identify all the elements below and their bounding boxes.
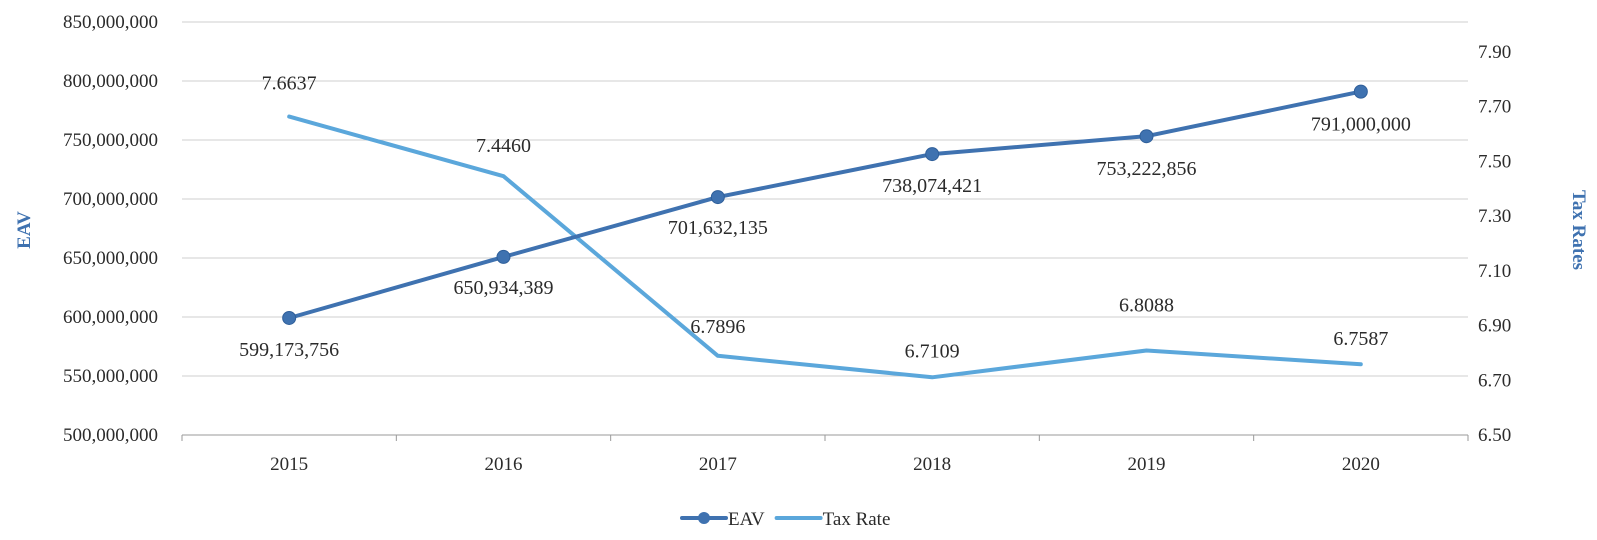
- right-tick-label: 7.70: [1478, 97, 1511, 118]
- left-tick-label: 650,000,000: [63, 248, 158, 269]
- eav-point: [1353, 84, 1368, 99]
- eav-point: [1139, 129, 1154, 144]
- left-axis-title: EAV: [14, 211, 35, 249]
- right-tick-label: 7.50: [1478, 151, 1511, 172]
- tax-rate-data-label: 6.7587: [1333, 328, 1388, 350]
- x-tick-label: 2019: [1128, 454, 1166, 475]
- x-tick-label: 2017: [699, 454, 737, 475]
- eav-data-label: 753,222,856: [1097, 158, 1197, 180]
- tax-rate-legend-label: Tax Rate: [823, 509, 891, 530]
- eav-data-label: 650,934,389: [454, 277, 554, 299]
- left-axis-ticks: 500,000,000 550,000,000 600,000,000 650,000…: [63, 12, 158, 446]
- x-tick-label: 2018: [913, 454, 951, 475]
- tax-rate-data-label: 7.6637: [262, 73, 317, 95]
- eav-data-label: 791,000,000: [1311, 114, 1411, 136]
- eav-point: [925, 147, 940, 162]
- x-tick-label: 2020: [1342, 454, 1380, 475]
- left-tick-label: 750,000,000: [63, 130, 158, 151]
- tax-rate-data-label: 6.7109: [905, 340, 960, 362]
- right-axis-ticks: 6.50 6.70 6.90 7.10 7.30 7.50 7.70 7.90: [1478, 42, 1511, 446]
- eav-point: [282, 310, 297, 325]
- eav-data-label: 738,074,421: [882, 175, 982, 197]
- gridlines: [182, 21, 1468, 377]
- x-tick-label: 2016: [485, 454, 523, 475]
- left-tick-label: 850,000,000: [63, 12, 158, 33]
- left-tick-label: 500,000,000: [63, 425, 158, 446]
- right-axis-title: Tax Rates: [1568, 190, 1589, 270]
- eav-data-label: 599,173,756: [239, 339, 339, 361]
- eav-legend-marker: [698, 512, 710, 524]
- eav-line: [287, 89, 1363, 320]
- eav-legend-label: EAV: [728, 509, 765, 530]
- tax-rate-line: [287, 114, 1363, 380]
- tax-rate-data-label: 6.7896: [690, 316, 745, 338]
- eav-point: [710, 190, 725, 205]
- legend: EAV Tax Rate: [680, 509, 891, 530]
- right-tick-label: 6.70: [1478, 370, 1511, 391]
- left-tick-label: 700,000,000: [63, 189, 158, 210]
- right-tick-label: 7.30: [1478, 206, 1511, 227]
- x-axis-ticks: 2015 2016 2017 2018 2019 2020: [270, 454, 1380, 475]
- series-layer: [282, 84, 1368, 380]
- tax-rate-data-label: 6.8088: [1119, 295, 1174, 317]
- left-tick-label: 800,000,000: [63, 71, 158, 92]
- x-tick-label: 2015: [270, 454, 308, 475]
- eav-point: [496, 249, 511, 264]
- right-tick-label: 7.90: [1478, 42, 1511, 63]
- eav-data-label: 701,632,135: [668, 217, 768, 239]
- right-tick-label: 6.90: [1478, 316, 1511, 337]
- right-tick-label: 7.10: [1478, 261, 1511, 282]
- left-tick-label: 550,000,000: [63, 366, 158, 387]
- axes: [181, 434, 1469, 441]
- left-tick-label: 600,000,000: [63, 307, 158, 328]
- tax-rate-data-label: 7.4460: [476, 135, 531, 157]
- data-labels: 599,173,756 650,934,389 701,632,135 738,074…: [239, 73, 1411, 363]
- right-tick-label: 6.50: [1478, 425, 1511, 446]
